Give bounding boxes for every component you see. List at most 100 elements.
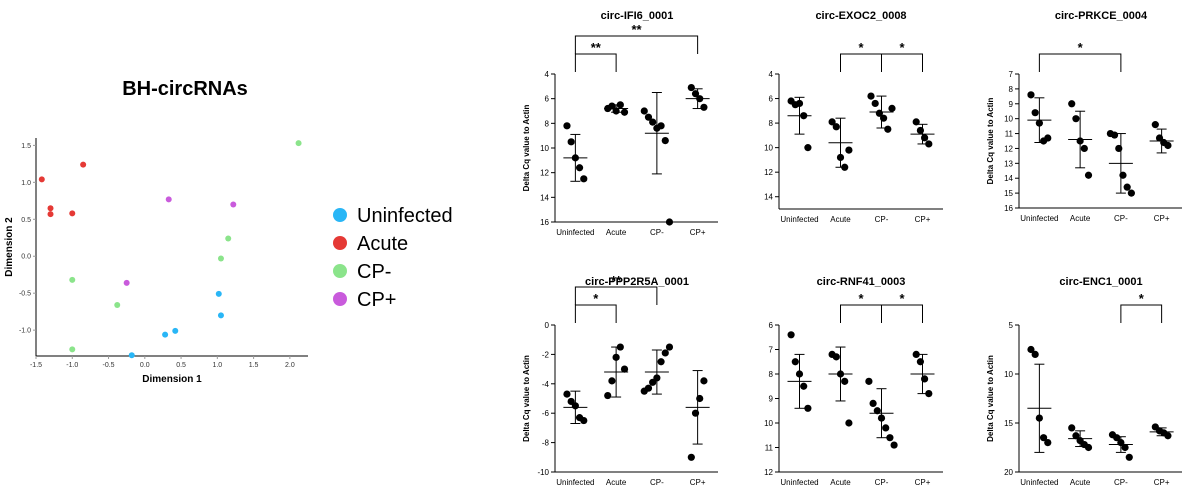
data-point — [787, 331, 795, 339]
significance-bracket — [574, 35, 699, 54]
mds-x-tick-label: -0.5 — [103, 362, 115, 369]
data-point — [873, 407, 881, 415]
mds-y-axis-label: Dimension 2 — [4, 217, 15, 277]
data-point — [890, 441, 898, 449]
data-point — [1151, 121, 1159, 129]
panel-x-tick-label: Acute — [1070, 478, 1091, 487]
panel-y-tick-label: 13 — [1004, 159, 1013, 168]
data-point — [700, 103, 708, 111]
legend-marker — [333, 264, 347, 278]
data-point — [1123, 183, 1131, 191]
panel-y-tick-label: 16 — [540, 218, 549, 227]
panel-y-tick-label: -2 — [542, 350, 550, 359]
mds-point-acute — [80, 161, 87, 168]
data-point — [1164, 141, 1172, 150]
significance-bracket — [881, 304, 923, 323]
data-point — [1068, 424, 1076, 432]
panel-y-tick-label: 8 — [769, 370, 774, 379]
data-point — [832, 353, 840, 361]
mds-point-uninfected — [128, 352, 135, 359]
mds-y-tick-label: -1.0 — [19, 328, 31, 335]
panel-y-tick-label: 0 — [545, 321, 550, 330]
mds-point-uninfected — [162, 331, 169, 338]
mds-point-cp- — [69, 276, 76, 283]
mds-point-cp- — [230, 201, 237, 208]
panel-y-tick-label: 16 — [1004, 204, 1013, 213]
data-point — [1125, 453, 1133, 461]
mds-point-cp- — [114, 302, 121, 309]
data-point — [604, 391, 612, 400]
data-point — [800, 382, 808, 390]
data-point — [1072, 432, 1080, 440]
significance-label: * — [858, 40, 864, 55]
mds-point-cp- — [225, 235, 232, 242]
data-point — [657, 358, 665, 366]
data-point — [888, 104, 896, 112]
panel-y-tick-label: 8 — [545, 119, 550, 128]
significance-label: * — [1078, 40, 1084, 55]
data-point — [845, 146, 853, 154]
data-point — [912, 118, 920, 126]
panel-x-tick-label: CP- — [650, 478, 664, 487]
data-point — [1084, 443, 1093, 452]
data-point — [925, 390, 933, 398]
data-point — [608, 102, 616, 110]
panel-y-axis-label: Delta Cq value to Actin — [986, 355, 995, 442]
legend-marker — [333, 208, 347, 222]
mds-point-uninfected — [172, 327, 179, 334]
significance-label: * — [899, 40, 905, 55]
significance-label: * — [593, 291, 599, 306]
panel-x-tick-label: Uninfected — [780, 478, 818, 487]
panel-y-axis-label: Delta Cq value to Actin — [522, 355, 531, 442]
data-point — [687, 453, 695, 461]
data-point — [1039, 434, 1048, 442]
panel-y-tick-label: -10 — [537, 468, 549, 477]
panel-y-tick-label: 8 — [1009, 85, 1014, 94]
mds-point-cp- — [295, 140, 302, 147]
mds-point-acute — [47, 205, 54, 212]
panel-y-tick-label: 14 — [540, 193, 549, 202]
data-point — [912, 350, 920, 358]
panel-title: circ-ENC1_0001 — [1059, 276, 1142, 288]
data-point — [1027, 91, 1035, 99]
data-point — [1164, 432, 1172, 440]
mds-x-tick-label: 1.5 — [249, 362, 259, 369]
data-point — [867, 92, 875, 100]
mds-x-tick-label: -1.0 — [66, 362, 78, 369]
panel-x-tick-label: CP- — [875, 215, 889, 224]
legend-label: Uninfected — [357, 205, 453, 227]
data-point — [580, 416, 588, 425]
panel-x-tick-label: Uninfected — [1020, 478, 1058, 487]
significance-bracket — [574, 53, 617, 72]
data-point — [791, 358, 799, 366]
data-point — [700, 377, 708, 385]
panel-y-tick-label: 6 — [545, 95, 550, 104]
data-point — [1110, 131, 1119, 139]
panel-y-tick-label: 10 — [1004, 115, 1013, 124]
data-point — [567, 138, 575, 146]
data-point — [1127, 189, 1135, 197]
significance-label: ** — [631, 22, 642, 37]
data-point — [832, 123, 840, 131]
panel-x-tick-label: CP+ — [915, 478, 931, 487]
mds-point-uninfected — [217, 312, 224, 319]
panel-x-tick-label: Acute — [830, 478, 851, 487]
mds-x-tick-label: -1.5 — [30, 362, 42, 369]
panel-x-tick-label: Acute — [830, 215, 851, 224]
panel-y-tick-label: 10 — [764, 419, 773, 428]
data-point — [1080, 144, 1088, 153]
legend-marker — [333, 292, 347, 306]
data-point — [644, 113, 653, 121]
panel-y-tick-label: 6 — [769, 95, 774, 104]
data-point — [1044, 439, 1052, 447]
data-point — [828, 118, 836, 126]
significance-bracket — [1120, 304, 1163, 323]
significance-label: ** — [591, 40, 602, 55]
mds-x-tick-label: 0.0 — [140, 362, 150, 369]
data-point — [1072, 115, 1080, 123]
mds-point-cp- — [217, 255, 224, 262]
data-point — [869, 399, 877, 407]
panel-y-tick-label: -8 — [542, 439, 550, 448]
significance-bracket — [840, 53, 882, 72]
data-point — [804, 404, 812, 412]
